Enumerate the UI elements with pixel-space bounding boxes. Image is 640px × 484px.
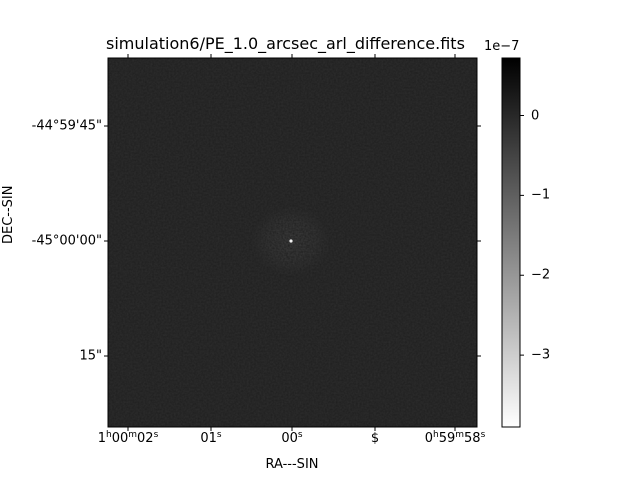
colorbar-tick-label: 0 <box>531 108 540 123</box>
colorbar <box>501 57 524 428</box>
y-tick-label: -45°00'00" <box>31 233 102 249</box>
x-tick-label: 00s <box>281 430 303 447</box>
image-panel <box>104 54 481 431</box>
center-artifact-point <box>289 239 293 243</box>
x-tick-label: 0h59m58s <box>424 430 486 447</box>
x-tick-label: $ <box>370 431 380 446</box>
colorbar-gradient <box>502 58 520 427</box>
colorbar-tick-label: −2 <box>531 267 551 283</box>
x-axis-label: RA---SIN <box>265 457 319 472</box>
x-tick-label: 01s <box>200 430 222 447</box>
colorbar-tick-label: −3 <box>531 347 551 363</box>
colorbar-exponent-label: 1e−7 <box>484 39 520 54</box>
y-axis-label: DEC--SIN <box>1 185 16 245</box>
y-tick-label: 15" <box>79 348 102 364</box>
colorbar-tick-label: −1 <box>531 187 551 203</box>
colorbar-ticks <box>520 115 524 356</box>
chart-title: simulation6/PE_1.0_arcsec_arl_difference… <box>106 34 465 53</box>
y-tick-label: -44°59'45" <box>31 118 102 134</box>
colorbar-frame <box>501 57 521 428</box>
axis-ticks <box>104 54 481 431</box>
x-tick-label: 1h00m02s <box>97 430 159 447</box>
